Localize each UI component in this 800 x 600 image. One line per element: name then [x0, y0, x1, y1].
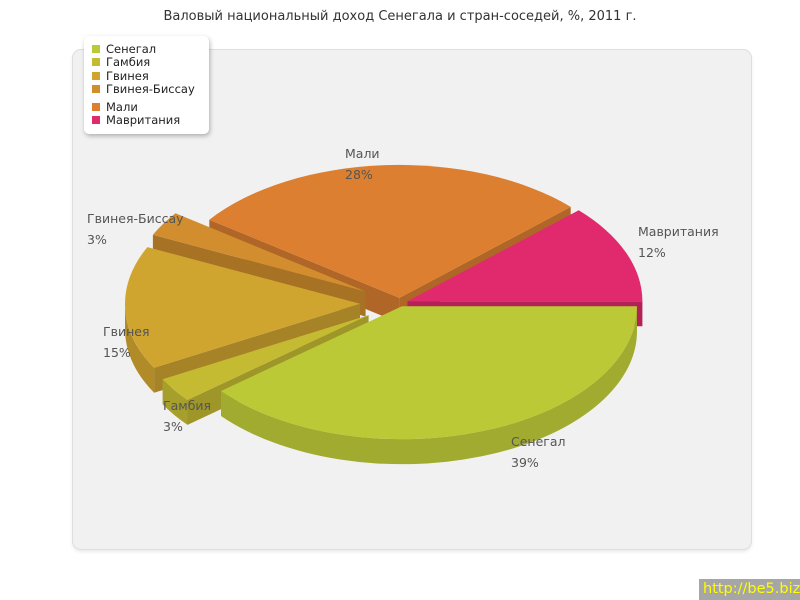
slice-label-name: Гамбия: [163, 398, 212, 413]
slice-label-gambia: Гамбия 3%: [163, 395, 211, 437]
slice-label-guinea-bissau: Гвинея-Биссау 3%: [87, 208, 184, 250]
slice-label-percent: 39%: [511, 455, 539, 470]
legend: Сенегал Гамбия Гвинея Гвинея-Биссау Мали…: [84, 36, 209, 134]
slice-label-guinea: Гвинея 15%: [103, 321, 150, 363]
chart-title: Валовый национальный доход Сенегала и ст…: [163, 9, 637, 24]
slice-label-name: Сенегал: [511, 434, 566, 449]
legend-item-mali[interactable]: Мали: [92, 100, 195, 114]
legend-swatch-senegal: [92, 44, 100, 53]
slice-label-percent: 28%: [345, 167, 373, 182]
legend-item-guinea-bissau[interactable]: Гвинея-Биссау: [92, 82, 195, 97]
legend-swatch-guinea: [92, 71, 100, 80]
slice-label-percent: 3%: [87, 232, 107, 247]
slice-label-name: Гвинея-Биссау: [87, 211, 184, 226]
legend-item-gambia[interactable]: Гамбия: [92, 55, 195, 70]
legend-swatch-guinea-bissau: [92, 85, 100, 94]
slice-label-mauritania: Мавритания 12%: [638, 221, 719, 263]
slice-label-senegal: Сенегал 39%: [511, 431, 566, 473]
slice-label-percent: 12%: [638, 245, 666, 260]
slice-label-name: Мавритания: [638, 224, 719, 239]
slice-label-mali: Мали 28%: [345, 143, 380, 185]
legend-label: Мавритания: [106, 113, 181, 128]
legend-label: Гамбия: [106, 55, 151, 70]
legend-label: Сенегал: [106, 41, 157, 56]
slice-label-percent: 3%: [163, 419, 183, 434]
legend-label: Мали: [106, 99, 138, 114]
pie-slice-senegal[interactable]: [221, 306, 637, 465]
legend-label: Гвинея-Биссау: [106, 82, 195, 97]
legend-swatch-mauritania: [92, 116, 100, 125]
slice-label-percent: 15%: [103, 345, 131, 360]
legend-swatch-gambia: [92, 58, 100, 67]
legend-item-guinea[interactable]: Гвинея: [92, 69, 195, 83]
legend-item-mauritania[interactable]: Мавритания: [92, 113, 195, 128]
slice-label-name: Мали: [345, 146, 380, 161]
legend-item-senegal[interactable]: Сенегал: [92, 42, 195, 56]
watermark-link[interactable]: http://be5.biz/: [699, 579, 800, 600]
slice-label-name: Гвинея: [103, 324, 150, 339]
legend-label: Гвинея: [106, 68, 149, 83]
legend-swatch-mali: [92, 102, 100, 111]
